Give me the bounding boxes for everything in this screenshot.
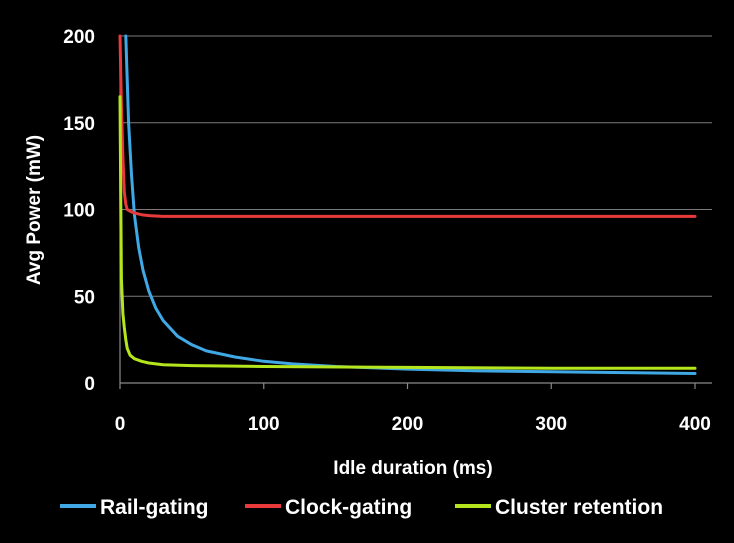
series-line-clock-gating (118, 34, 697, 218)
x-tick-labels: 0 100 200 300 400 (115, 414, 711, 435)
axis-layer (119, 36, 712, 389)
x-tick-label: 200 (392, 414, 424, 435)
legend-label-clock-gating: Clock-gating (285, 496, 412, 519)
y-axis-title: Avg Power (mW) (24, 135, 45, 285)
y-tick-label: 100 (63, 201, 95, 222)
x-tick-label: 100 (248, 414, 280, 435)
series-line-cluster-retention (118, 95, 697, 370)
x-tick-label: 300 (535, 414, 567, 435)
y-tick-label: 200 (63, 27, 95, 48)
y-tick-label: 150 (63, 114, 95, 135)
grid-layer (120, 35, 712, 297)
series-layer (118, 34, 697, 375)
x-tick-label: 0 (115, 414, 126, 435)
x-tick-label: 400 (679, 414, 711, 435)
legend: Rail-gating Clock-gating Cluster retention (60, 496, 663, 519)
y-tick-labels: 0 50 100 150 200 (63, 27, 95, 395)
y-tick-label: 50 (74, 287, 95, 308)
x-axis-title: Idle duration (ms) (333, 458, 492, 479)
series-line-rail-gating (124, 34, 697, 375)
y-tick-label: 0 (84, 374, 95, 395)
legend-label-rail-gating: Rail-gating (100, 496, 209, 519)
legend-label-cluster-retention: Cluster retention (495, 496, 663, 519)
